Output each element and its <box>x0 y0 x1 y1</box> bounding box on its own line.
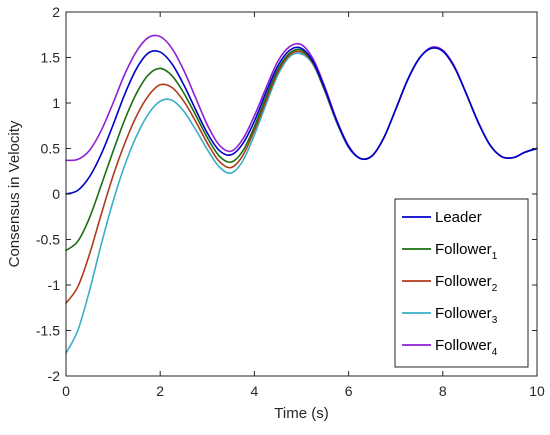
legend-entry: Follower1 <box>435 241 498 262</box>
y-tick-label: 1 <box>52 95 60 111</box>
legend-entry-name: Follower <box>435 273 492 290</box>
y-tick-label: 1.5 <box>41 50 61 66</box>
legend-entry: Follower2 <box>435 273 498 294</box>
x-tick-label: 4 <box>251 383 259 399</box>
x-tick-label: 6 <box>345 383 353 399</box>
y-tick-label: -1.5 <box>36 323 60 339</box>
y-tick-label: -2 <box>48 368 61 384</box>
legend-entry-subscript: 2 <box>492 283 498 294</box>
legend-entry-subscript: 1 <box>492 251 498 262</box>
legend-entry-subscript: 3 <box>492 315 498 326</box>
y-axis: -2 -1.5 -1 -0.5 0 0.5 1 1.5 2 <box>36 4 537 384</box>
legend-entry-name: Leader <box>435 209 482 226</box>
legend-entry-name: Follower <box>435 305 492 322</box>
legend-box <box>394 198 529 368</box>
legend-entry: Follower3 <box>435 305 498 326</box>
x-axis: 0 2 4 6 8 10 <box>62 12 545 399</box>
y-tick-label: -0.5 <box>36 232 60 248</box>
legend-entry: Follower4 <box>435 337 498 358</box>
series-line-leader <box>65 46 538 195</box>
x-tick-label: 0 <box>62 383 70 399</box>
legend-entry: Leader <box>435 209 482 226</box>
y-tick-label: 2 <box>52 4 60 20</box>
y-tick-label: -1 <box>48 277 61 293</box>
x-tick-label: 2 <box>156 383 164 399</box>
series-layer <box>65 34 538 355</box>
legend-entry-subscript: 4 <box>492 347 498 358</box>
y-axis-label: Consensus in Velocity <box>6 120 23 267</box>
x-tick-label: 8 <box>439 383 447 399</box>
y-tick-label: 0.5 <box>41 141 61 157</box>
x-axis-label: Time (s) <box>274 405 328 422</box>
legend: LeaderFollower1Follower2Follower3Followe… <box>394 198 529 368</box>
legend-entry-name: Follower <box>435 337 492 354</box>
y-tick-label: 0 <box>52 186 60 202</box>
legend-entry-name: Follower <box>435 241 492 258</box>
x-tick-label: 10 <box>529 383 545 399</box>
